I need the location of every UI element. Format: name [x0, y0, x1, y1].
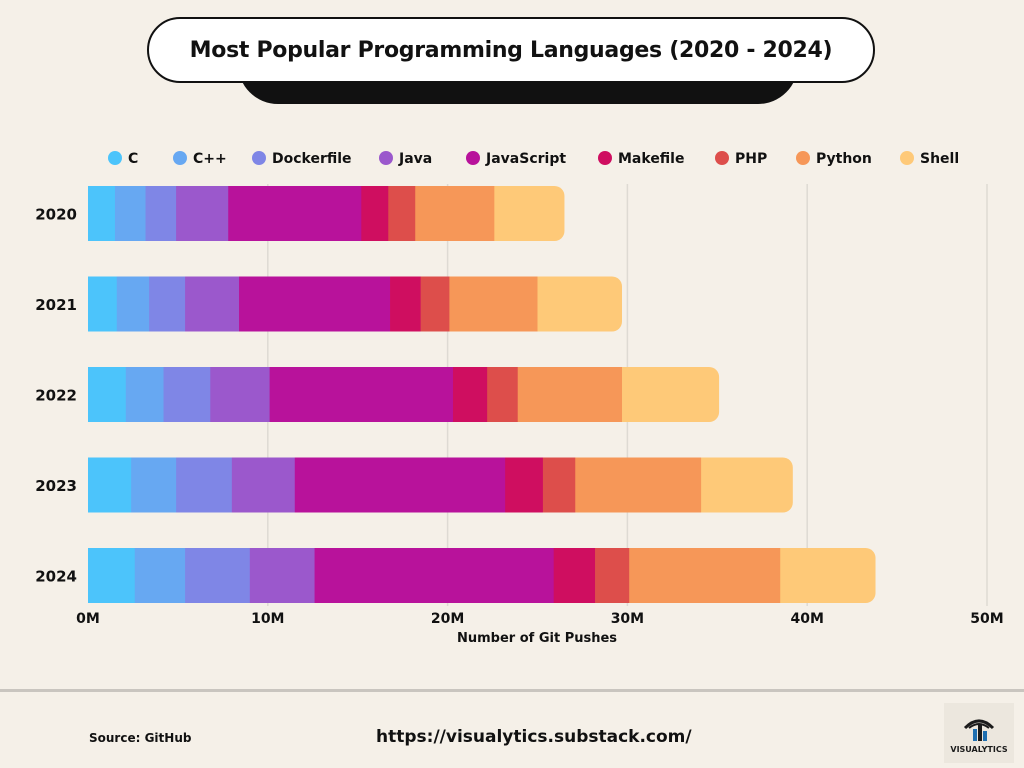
bar-2023-dockerfile — [176, 457, 233, 513]
bar-2023-java — [231, 457, 296, 513]
bar-2024-shell — [780, 548, 876, 603]
bar-2022-dockerfile — [163, 367, 211, 422]
legend-marker-dockerfile — [252, 151, 266, 165]
y-tick-label-2022: 2022 — [35, 387, 77, 405]
y-tick-label-2023: 2023 — [35, 477, 77, 495]
bar-2023-c — [88, 457, 132, 513]
bar-2021-c — [116, 276, 150, 332]
x-tick-label: 30M — [611, 611, 644, 627]
bar-2023-shell — [701, 457, 793, 513]
legend-marker-c — [108, 151, 122, 165]
bar-2020-php — [388, 186, 416, 241]
stacked-bar-chart: 2020 2021 2022 2023 2024 0M 10M 20M 30M 40M 50M Num… — [35, 151, 1004, 646]
y-tick-label-2021: 2021 — [35, 296, 77, 314]
bar-2022-makefile — [452, 367, 488, 422]
bar-2021-php — [420, 276, 450, 332]
legend-label-php: PHP — [735, 151, 767, 167]
x-tick-label: 20M — [431, 611, 464, 627]
bar-2022-python — [517, 367, 623, 422]
x-tick-label: 0M — [76, 611, 100, 627]
bar-2020-shell — [494, 186, 565, 241]
bar-2022-php — [487, 367, 519, 422]
bar-2024-c — [88, 548, 136, 603]
bar-2024-c — [134, 548, 186, 603]
bar-group-2021 — [88, 276, 623, 332]
bar-2020-makefile — [361, 186, 389, 241]
x-tick-label: 40M — [790, 611, 823, 627]
bar-2022-java — [210, 367, 270, 422]
bar-2021-dockerfile — [149, 276, 186, 332]
bar-2020-python — [415, 186, 495, 241]
legend-marker-php — [715, 151, 729, 165]
bar-2024-makefile — [553, 548, 596, 603]
legend-label-makefile: Makefile — [618, 151, 684, 167]
bar-2020-java — [176, 186, 229, 241]
bar-group-2024 — [88, 548, 876, 603]
visualytics-logo: VISUALYTICS — [944, 703, 1014, 763]
legend-label-c: C — [128, 151, 138, 167]
bar-2023-c — [131, 457, 177, 513]
bar-group-2020 — [88, 186, 565, 241]
bar-2021-python — [449, 276, 538, 332]
legend-marker-java — [379, 151, 393, 165]
bar-group-2023 — [88, 457, 793, 513]
source-label: Source: GitHub — [89, 731, 192, 745]
bar-group-2022 — [88, 367, 720, 422]
bar-2024-php — [595, 548, 630, 603]
legend-marker-c — [173, 151, 187, 165]
legend-marker-python — [796, 151, 810, 165]
y-tick-label-2024: 2024 — [35, 568, 77, 586]
chart-title: Most Popular Programming Languages (2020… — [189, 37, 833, 63]
bar-2022-javascript — [269, 367, 454, 422]
bar-2024-python — [629, 548, 781, 603]
bar-2021-makefile — [390, 276, 422, 332]
eye-chart-logo-icon — [963, 719, 995, 741]
bar-2024-java — [249, 548, 315, 603]
bar-2023-javascript — [294, 457, 506, 513]
legend-label-java: Java — [398, 151, 432, 167]
legend-marker-makefile — [598, 151, 612, 165]
bar-2022-c — [125, 367, 164, 422]
bar-2024-dockerfile — [185, 548, 251, 603]
bar-2020-c — [114, 186, 146, 241]
bar-2023-python — [575, 457, 702, 513]
x-tick-label: 10M — [251, 611, 284, 627]
bar-2022-shell — [622, 367, 720, 422]
bar-2020-javascript — [228, 186, 362, 241]
bar-2020-dockerfile — [145, 186, 177, 241]
x-tick-label: 50M — [970, 611, 1003, 627]
bar-2021-java — [185, 276, 240, 332]
legend-label-shell: Shell — [920, 151, 959, 167]
legend-label-python: Python — [816, 151, 872, 167]
logo-text: VISUALYTICS — [950, 744, 1008, 754]
title-box: Most Popular Programming Languages (2020… — [147, 17, 875, 83]
footer-divider — [0, 689, 1024, 692]
bar-2022-c — [88, 367, 127, 422]
bar-2023-makefile — [505, 457, 544, 513]
bar-2021-c — [88, 276, 118, 332]
bar-2023-php — [542, 457, 576, 513]
bar-2020-c — [88, 186, 116, 241]
bar-2021-javascript — [239, 276, 391, 332]
x-axis-label: Number of Git Pushes — [457, 631, 617, 646]
bar-2021-shell — [537, 276, 623, 332]
y-tick-label-2020: 2020 — [35, 206, 77, 224]
legend-label-c: C++ — [193, 151, 227, 167]
legend-label-javascript: JavaScript — [485, 151, 566, 167]
bar-2024-javascript — [314, 548, 555, 603]
legend-marker-javascript — [466, 151, 480, 165]
legend-label-dockerfile: Dockerfile — [272, 151, 352, 167]
legend-marker-shell — [900, 151, 914, 165]
website-link[interactable]: https://visualytics.substack.com/ — [376, 727, 692, 747]
